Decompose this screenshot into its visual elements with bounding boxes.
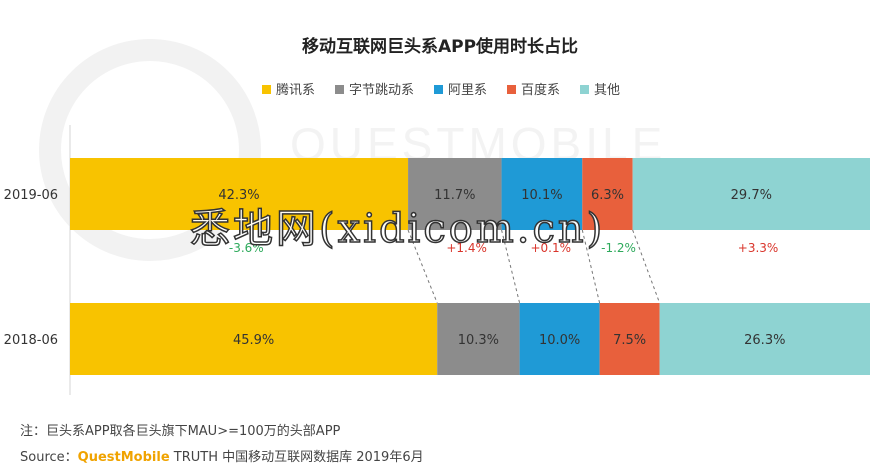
connector-3: [632, 229, 661, 304]
bar-2018-06-4: [659, 303, 870, 375]
category-label-1: 2018-06: [4, 333, 58, 348]
chart-title: 移动互联网巨头系APP使用时长占比: [302, 36, 578, 57]
connector-2: [581, 229, 601, 304]
footnote: 注：巨头系APP取各巨头旗下MAU>=100万的头部APP: [20, 424, 341, 439]
data-label-2019-06-4: 29.7%: [731, 188, 772, 203]
bar-2019-06-4: [632, 158, 870, 230]
legend-swatch-0: [262, 85, 271, 94]
change-label-4: +3.3%: [738, 241, 779, 255]
legend-swatch-3: [507, 85, 516, 94]
legend-label-0: 腾讯系: [276, 82, 315, 98]
data-label-2019-06-3: 6.3%: [591, 188, 624, 203]
data-label-2019-06-2: 10.1%: [521, 188, 562, 203]
bar-2019-06-3: [582, 158, 633, 230]
data-label-2019-06-0: 42.3%: [218, 188, 259, 203]
connector-0: [407, 229, 438, 304]
bar-2018-06-3: [599, 303, 660, 375]
data-label-2018-06-4: 26.3%: [744, 333, 785, 348]
watermark-text: 悉地网(xidicom.cn): [189, 205, 606, 253]
data-label-2018-06-0: 45.9%: [233, 333, 274, 348]
connector-1: [501, 229, 521, 304]
legend-swatch-4: [580, 85, 589, 94]
change-label-1: +1.4%: [446, 241, 487, 255]
legend-label-2: 阿里系: [448, 83, 487, 98]
bar-2018-06-1: [437, 303, 520, 375]
data-label-2018-06-1: 10.3%: [458, 333, 499, 348]
legend-label-3: 百度系: [521, 82, 560, 98]
data-label-2019-06-1: 11.7%: [434, 188, 475, 203]
change-label-0: -3.6%: [229, 241, 264, 255]
source-prefix: Source：: [20, 450, 78, 465]
legend-label-4: 其他: [594, 83, 620, 98]
legend-swatch-2: [434, 85, 443, 94]
data-label-2018-06-3: 7.5%: [613, 333, 646, 348]
legend-label-1: 字节跳动系: [349, 83, 414, 98]
watermark-logo-ring: [39, 39, 261, 261]
source-brand: QuestMobile: [77, 450, 170, 465]
category-label-0: 2019-06: [4, 188, 58, 203]
bar-2018-06-0: [70, 303, 438, 375]
source-rest: TRUTH 中国移动互联网数据库 2019年6月: [169, 450, 424, 465]
bar-2019-06-2: [501, 158, 583, 230]
change-label-3: -1.2%: [601, 241, 636, 255]
legend-swatch-1: [335, 85, 344, 94]
bar-2019-06-0: [70, 158, 409, 230]
source-line: Source：QuestMobile TRUTH 中国移动互联网数据库 2019…: [20, 446, 424, 465]
change-label-2: +0.1%: [530, 241, 571, 255]
bar-2019-06-1: [408, 158, 502, 230]
data-label-2018-06-2: 10.0%: [539, 333, 580, 348]
bar-2018-06-2: [519, 303, 600, 375]
